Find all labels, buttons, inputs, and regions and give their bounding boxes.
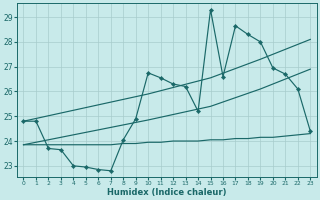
X-axis label: Humidex (Indice chaleur): Humidex (Indice chaleur) bbox=[107, 188, 227, 197]
